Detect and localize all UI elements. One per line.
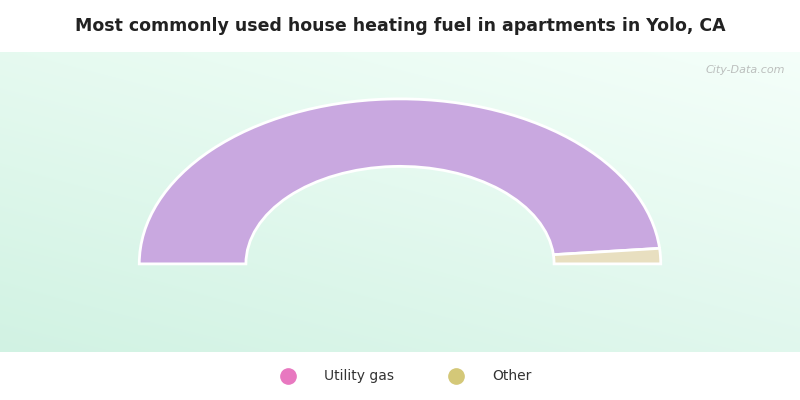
- Text: Other: Other: [492, 369, 531, 383]
- Wedge shape: [554, 248, 661, 264]
- Text: Most commonly used house heating fuel in apartments in Yolo, CA: Most commonly used house heating fuel in…: [74, 17, 726, 35]
- Wedge shape: [139, 99, 659, 264]
- Text: Utility gas: Utility gas: [324, 369, 394, 383]
- Text: City-Data.com: City-Data.com: [706, 65, 785, 75]
